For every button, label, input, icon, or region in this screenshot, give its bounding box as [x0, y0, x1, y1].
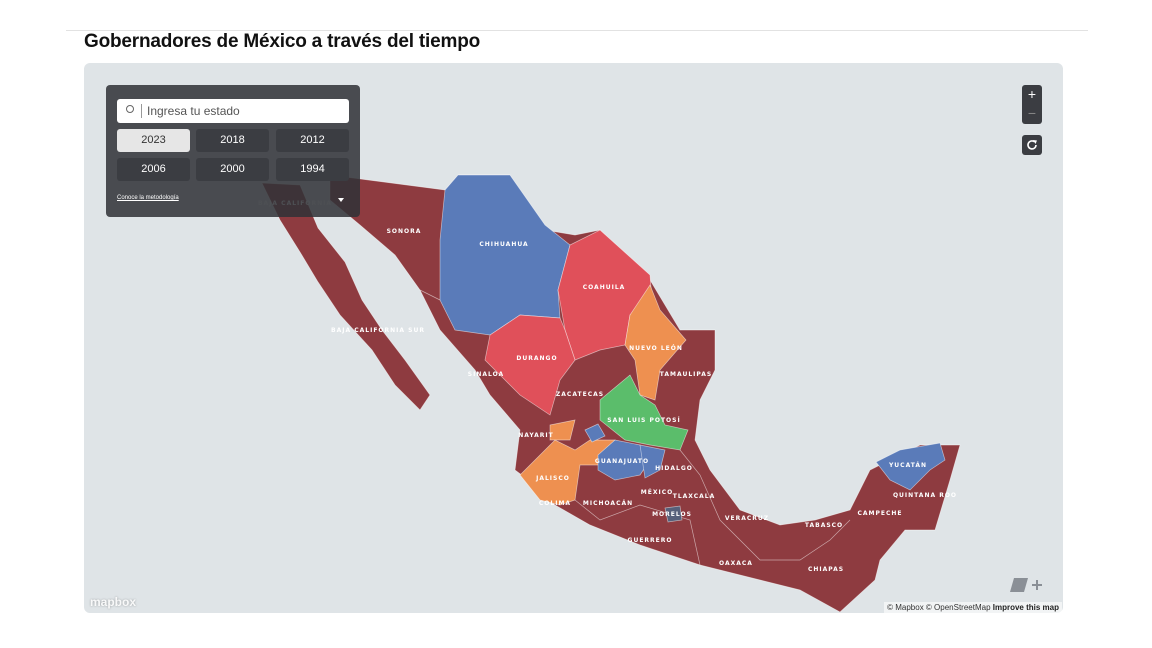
state-label: MICHOACÁN [583, 500, 633, 507]
state-label: SINALOA [468, 371, 504, 378]
state-aguascalientes [549, 419, 576, 441]
state-label: YUCATÁN [888, 462, 927, 469]
state-border [679, 449, 851, 561]
state-label: VERACRUZ [725, 515, 769, 522]
year-button[interactable]: 2006 [117, 158, 190, 181]
year-button[interactable]: 1994 [276, 158, 349, 181]
control-panel: Ingresa tu estado 2023 2018 2012 2006 20… [106, 85, 360, 217]
state-zacatecas-part [584, 423, 606, 443]
state-border [419, 289, 441, 301]
brand-mark [1010, 578, 1042, 592]
state-label: DURANGO [516, 355, 557, 362]
state-label: TAMAULIPAS [660, 371, 712, 378]
state-label: MORELOS [652, 511, 692, 518]
state-label: ZACATECAS [556, 391, 604, 398]
attribution: © Mapbox © OpenStreetMap Improve this ma… [884, 602, 1062, 613]
baja-peninsula [261, 182, 431, 411]
state-label: COLIMA [539, 500, 571, 507]
state-label: QUINTANA ROO [893, 492, 957, 499]
state-label: MÉXICO [641, 488, 673, 496]
state-label: TABASCO [805, 522, 843, 529]
state-label: JALISCO [535, 475, 570, 482]
state-queretaro [639, 444, 666, 479]
state-border [574, 499, 701, 566]
reset-icon [1027, 140, 1037, 150]
search-box[interactable]: Ingresa tu estado [117, 99, 349, 123]
methodology-link[interactable]: Conoce la metodología [117, 195, 179, 201]
state-label: COAHUILA [583, 284, 626, 291]
search-placeholder: Ingresa tu estado [147, 104, 240, 118]
mapbox-logo[interactable]: mapbox [90, 595, 137, 609]
state-label: CAMPECHE [857, 510, 902, 517]
state-label: CHIHUAHUA [479, 241, 528, 248]
states: SONORA CHIHUAHUA COAHUILA NUEVO LEÓN TAM… [258, 174, 961, 613]
dropdown-caret[interactable] [338, 198, 344, 202]
state-label: TLAXCALA [673, 493, 716, 500]
attribution-osm[interactable]: © OpenStreetMap [925, 603, 991, 612]
state-label: GUERRERO [628, 537, 673, 544]
year-button[interactable]: 2018 [196, 129, 269, 152]
state-label: SONORA [387, 228, 422, 235]
search-icon [126, 105, 134, 113]
zoom-out[interactable]: − [1027, 105, 1037, 121]
state-label: HIDALGO [655, 465, 693, 472]
state-san-luis-potosi [599, 374, 689, 451]
state-durango [484, 314, 576, 416]
year-button[interactable]: 2012 [276, 129, 349, 152]
state-label: CHIAPAS [808, 566, 844, 573]
page-title: Gobernadores de México a través del tiem… [84, 31, 481, 52]
state-nuevo-leon [624, 284, 687, 401]
zoom-control: + − [1022, 85, 1042, 124]
state-label: NUEVO LEÓN [629, 345, 683, 352]
state-yucatan [875, 442, 946, 491]
zoom-in[interactable]: + [1027, 86, 1037, 102]
state-label: GUANAJUATO [595, 458, 649, 465]
state-morelos [664, 505, 683, 523]
text-cursor [141, 104, 142, 118]
year-button[interactable]: 2000 [196, 158, 269, 181]
year-button[interactable]: 2023 [117, 129, 190, 152]
state-label: BAJA CALIFORNIA SUR [331, 327, 425, 334]
state-label: NAYARIT [518, 432, 553, 439]
state-label: SAN LUIS POTOSÍ [607, 416, 680, 424]
divider [66, 30, 1088, 31]
state-label: OAXACA [719, 560, 753, 567]
attribution-mapbox[interactable]: © Mapbox [887, 603, 924, 612]
reset-button[interactable] [1022, 135, 1042, 155]
improve-map-link[interactable]: Improve this map [992, 603, 1059, 612]
